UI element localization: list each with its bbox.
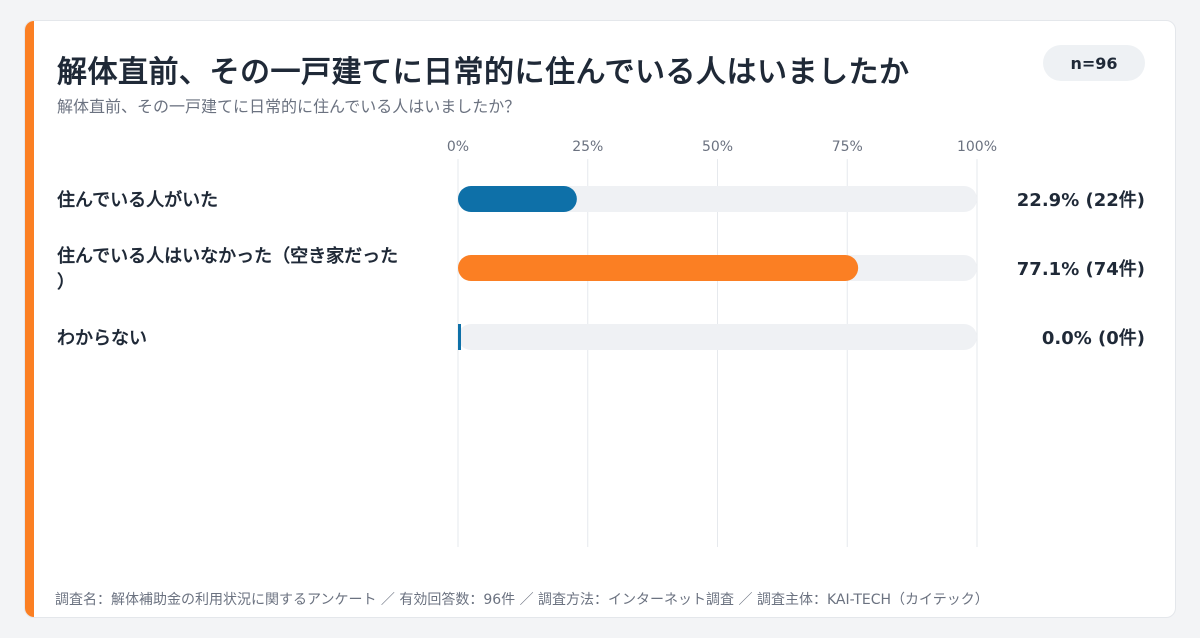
x-tick-label: 100% xyxy=(957,139,997,155)
bar-track xyxy=(458,324,977,350)
survey-footnote: 調査名：解体補助金の利用状況に関するアンケート ／ 有効回答数：96件 ／ 調査… xyxy=(55,592,989,608)
value-label: 77.1% (74件) xyxy=(1017,258,1145,280)
value-label: 0.0% (0件) xyxy=(1042,327,1145,349)
bar xyxy=(458,255,859,281)
chart-title: 解体直前、その一戸建てに日常的に住んでいる人はいましたか xyxy=(57,55,910,90)
category-label: わからない xyxy=(57,328,147,349)
category-label: 住んでいる人はいなかった（空き家だった） xyxy=(57,245,398,293)
sample-size-badge: n=96 xyxy=(1043,45,1145,81)
bar xyxy=(458,324,461,350)
x-tick-label: 75% xyxy=(832,139,863,155)
category-label: 住んでいる人がいた xyxy=(57,189,218,211)
chart-card: 解体直前、その一戸建てに日常的に住んでいる人はいましたか 解体直前、その一戸建て… xyxy=(24,20,1176,618)
bar-track xyxy=(458,186,977,212)
x-tick-label: 0% xyxy=(447,139,469,155)
bar-chart: 0% 25% 50% 75% 100% 住んでいる人がいた 22.9% (22件) 住んでいる… xyxy=(57,139,1145,547)
value-label: 22.9% (22件) xyxy=(1017,189,1145,211)
accent-stripe xyxy=(25,21,34,617)
bar xyxy=(458,186,577,212)
x-tick-label: 50% xyxy=(702,139,733,155)
x-tick-label: 25% xyxy=(572,139,603,155)
chart-subtitle: 解体直前、その一戸建てに日常的に住んでいる人はいましたか？ xyxy=(57,97,521,116)
